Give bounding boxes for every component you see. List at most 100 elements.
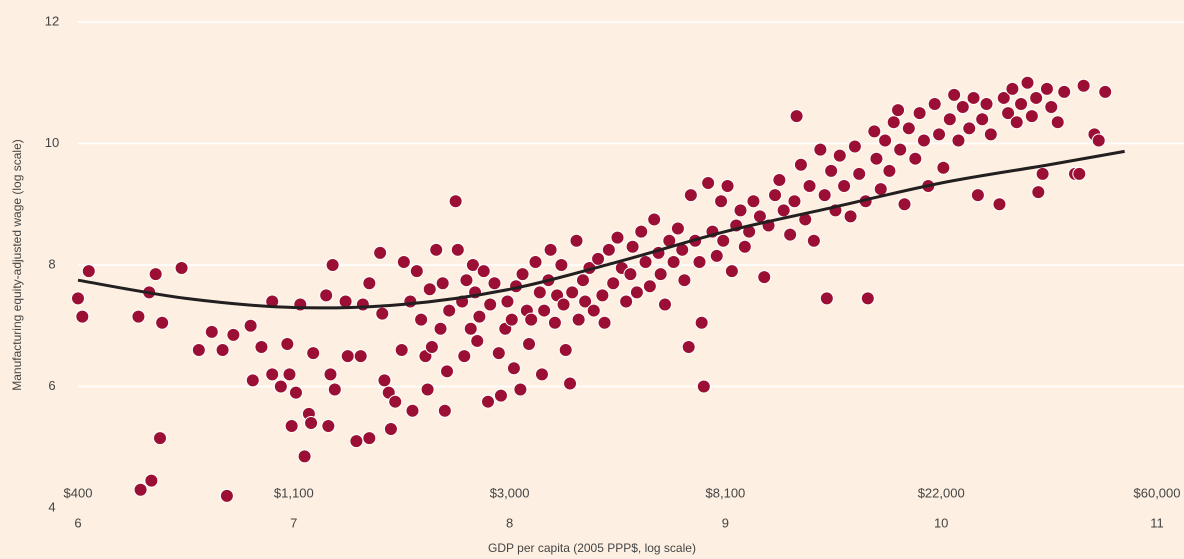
point: [323, 367, 338, 382]
y-tick-label: 8: [48, 256, 55, 271]
point: [405, 403, 420, 418]
point: [955, 100, 970, 115]
x-tick-label: 10: [934, 515, 948, 530]
point: [558, 343, 573, 358]
point: [515, 267, 530, 282]
point: [433, 321, 448, 336]
point: [491, 346, 506, 361]
point: [878, 133, 893, 148]
point: [768, 188, 783, 203]
point: [869, 151, 884, 166]
point: [578, 294, 593, 309]
point: [571, 312, 586, 327]
x2-tick-label: $1,100: [274, 485, 314, 500]
point: [144, 473, 159, 488]
point: [813, 142, 828, 157]
point: [653, 267, 668, 282]
point: [493, 388, 508, 403]
point: [625, 239, 640, 254]
point: [1029, 90, 1044, 105]
point: [694, 315, 709, 330]
point: [429, 242, 444, 257]
point: [1014, 97, 1029, 112]
point: [1091, 133, 1106, 148]
point: [893, 142, 908, 157]
point: [575, 273, 590, 288]
point: [409, 264, 424, 279]
point: [737, 239, 752, 254]
point: [148, 267, 163, 282]
point: [647, 212, 662, 227]
point: [215, 343, 230, 358]
point: [448, 194, 463, 209]
point: [504, 312, 519, 327]
point: [595, 288, 610, 303]
x-axis-label: GDP per capita (2005 PPP$, log scale): [488, 541, 696, 555]
point: [534, 367, 549, 382]
point: [867, 124, 882, 139]
x-tick-label: 7: [290, 515, 297, 530]
x2-tick-label: $8,100: [706, 485, 746, 500]
point: [349, 434, 364, 449]
point: [901, 121, 916, 136]
point: [556, 297, 571, 312]
point: [522, 336, 537, 351]
point: [563, 376, 578, 391]
point: [155, 315, 170, 330]
point: [304, 415, 319, 430]
point: [979, 97, 994, 112]
y-tick-label: 4: [48, 499, 55, 514]
point: [709, 248, 724, 263]
point: [375, 306, 390, 321]
point: [757, 270, 772, 285]
point: [362, 276, 377, 291]
point: [720, 179, 735, 194]
point: [942, 112, 957, 127]
point: [219, 488, 234, 503]
point: [947, 87, 962, 102]
point: [832, 148, 847, 163]
point: [597, 315, 612, 330]
point: [450, 242, 465, 257]
point: [802, 179, 817, 194]
point: [394, 343, 409, 358]
point: [882, 163, 897, 178]
x-tick-label: 8: [506, 515, 513, 530]
point: [481, 394, 496, 409]
point: [992, 197, 1007, 212]
point: [288, 385, 303, 400]
point: [273, 379, 288, 394]
point: [692, 254, 707, 269]
point: [71, 291, 85, 306]
point: [701, 175, 716, 190]
point: [819, 291, 834, 306]
point: [373, 245, 388, 260]
point: [638, 254, 653, 269]
point: [724, 264, 739, 279]
x2-tick-label: $60,000: [1134, 485, 1181, 500]
point: [837, 179, 852, 194]
fit-line: [77, 149, 1125, 310]
point: [932, 127, 947, 142]
x2-tick-label: $22,000: [918, 485, 965, 500]
point: [677, 273, 692, 288]
point: [586, 303, 601, 318]
point: [459, 273, 474, 288]
point: [435, 276, 450, 291]
point: [619, 294, 634, 309]
point: [440, 364, 455, 379]
point: [472, 309, 487, 324]
point: [362, 431, 377, 446]
point: [506, 361, 521, 376]
point: [1024, 109, 1039, 124]
point: [843, 209, 858, 224]
point: [733, 203, 748, 218]
point: [487, 276, 502, 291]
point: [153, 431, 168, 446]
point: [174, 261, 189, 276]
point: [476, 264, 491, 279]
point: [280, 336, 295, 351]
point: [783, 227, 798, 242]
point: [996, 90, 1011, 105]
point: [951, 133, 966, 148]
